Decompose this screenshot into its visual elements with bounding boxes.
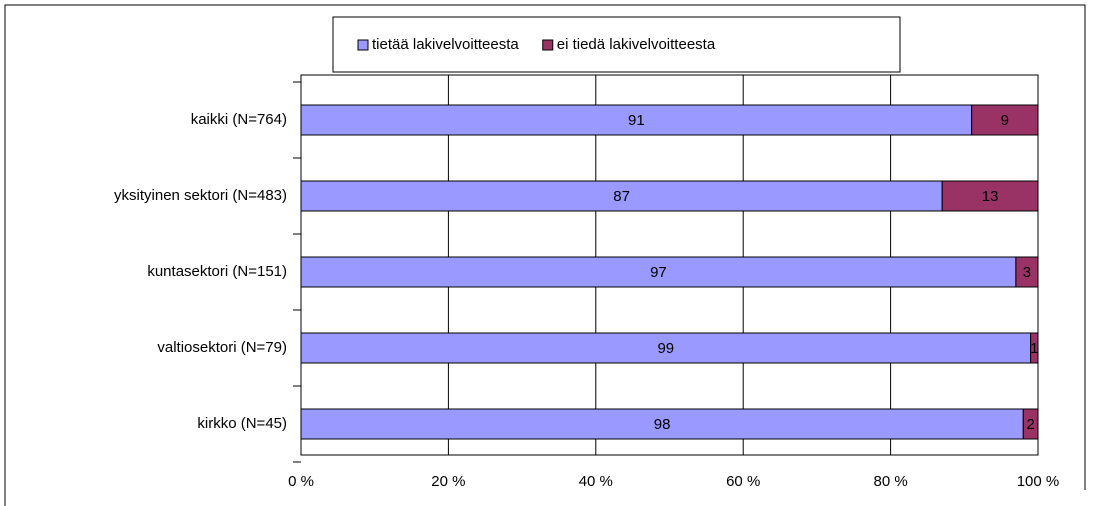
y-tick-label: yksityinen sektori (N=483) — [114, 187, 287, 204]
x-tick-label: 60 % — [726, 473, 760, 490]
bar-segment — [300, 104, 973, 136]
bar-value-label: 97 — [650, 264, 667, 281]
bar-value-label: 1 — [1030, 340, 1038, 357]
bar-segment — [300, 180, 943, 212]
legend-label: ei tiedä lakivelvoitteesta — [557, 36, 716, 53]
legend-label: tietää lakivelvoitteesta — [372, 36, 519, 53]
x-tick-label: 0 % — [288, 473, 314, 490]
bar-value-label: 2 — [1026, 416, 1034, 433]
x-tick-label: 80 % — [873, 473, 907, 490]
legend-swatch — [542, 39, 554, 51]
x-tick-label: 100 % — [1017, 473, 1060, 490]
bar-segment — [971, 104, 1039, 136]
bar-segment — [300, 256, 1017, 288]
legend-swatch — [357, 39, 369, 51]
bar-value-label: 99 — [657, 340, 674, 357]
y-tick-label: kuntasektori (N=151) — [147, 263, 287, 280]
chart-border — [4, 4, 1086, 506]
bar-segment — [941, 180, 1039, 212]
bar-value-label: 3 — [1023, 264, 1031, 281]
y-tick-label: kaikki (N=764) — [191, 111, 287, 128]
bar-segment — [1015, 256, 1039, 288]
bar-segment — [1022, 408, 1039, 440]
y-tick-label: kirkko (N=45) — [197, 415, 287, 432]
bar-segment — [1030, 332, 1039, 364]
bar-value-label: 13 — [982, 188, 999, 205]
bar-value-label: 91 — [628, 112, 645, 129]
bar-value-label: 87 — [613, 188, 630, 205]
x-tick-label: 20 % — [431, 473, 465, 490]
bar-segment — [300, 408, 1024, 440]
x-tick-label: 40 % — [579, 473, 613, 490]
y-tick-label: valtiosektori (N=79) — [157, 339, 287, 356]
legend-box — [332, 16, 901, 73]
bar-value-label: 98 — [654, 416, 671, 433]
bar-value-label: 9 — [1001, 112, 1009, 129]
